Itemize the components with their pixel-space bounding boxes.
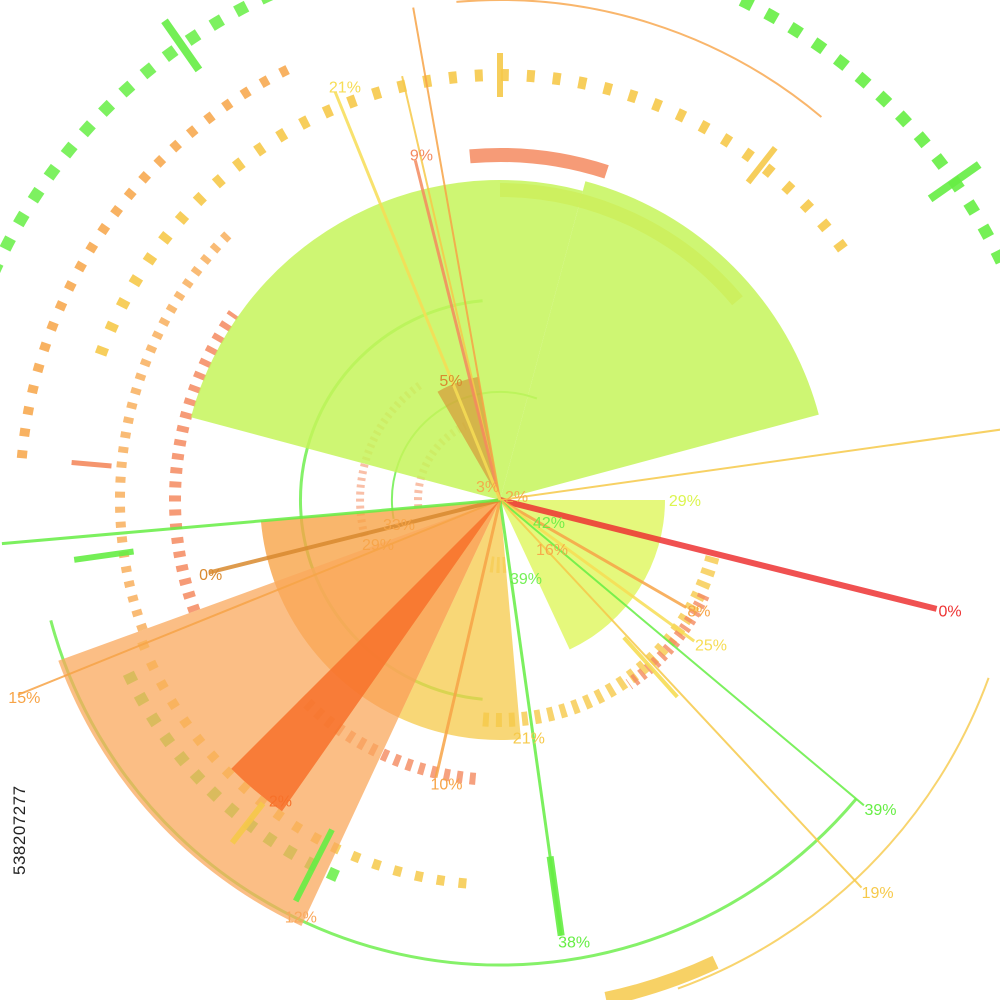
spoke-label-7: 15% (8, 690, 40, 707)
arc-13 (625, 592, 710, 690)
spoke-13 (333, 91, 502, 501)
wedge-label-2: 29% (669, 493, 701, 510)
wedge-layer (58, 180, 819, 926)
spoke-1 (499, 498, 687, 609)
wedge-4 (398, 500, 521, 741)
wedge-label-4: 21% (513, 731, 545, 748)
spoke-label-4: 19% (862, 885, 894, 902)
arc-5 (0, 0, 274, 274)
arc-16 (115, 227, 235, 632)
wedge-label-7: 5% (439, 373, 462, 390)
spoke-14 (499, 428, 1000, 501)
wedge-6 (231, 500, 501, 812)
wedge-5 (58, 500, 501, 926)
arc-10 (677, 677, 990, 990)
arc-15 (169, 310, 239, 614)
spoke-3 (499, 499, 865, 807)
spoke-8 (208, 498, 501, 575)
spoke-7 (17, 499, 501, 696)
wedge-2 (500, 500, 665, 650)
center-label-2: 42% (533, 515, 565, 532)
spoke-12 (412, 7, 501, 501)
spoke-label-5: 38% (558, 935, 590, 952)
spoke-4 (499, 499, 863, 889)
wedge-label-5: 12% (285, 909, 317, 926)
arc-2 (94, 68, 854, 357)
spoke-label-0: 0% (939, 603, 962, 620)
arc-6 (16, 60, 300, 459)
tick-4 (161, 18, 203, 73)
stock-id-text: 538207277 (10, 785, 29, 875)
center-label-0: 3% (476, 479, 499, 496)
spoke-9 (1, 498, 501, 546)
tick-7 (229, 801, 266, 845)
center-label-6: 33% (383, 517, 415, 534)
label-layer: 29% 21% 12% 2% 5% 0% 8% 25% 39% 19% 38% 10% 15% 0% 9% 2… (8, 80, 961, 952)
tick-5 (71, 460, 112, 469)
arc-12 (480, 555, 720, 727)
stock-id-watermark: 538207277 (10, 765, 34, 875)
spoke-label-2: 25% (695, 638, 727, 655)
spoke-11 (413, 160, 502, 501)
arc-11 (604, 955, 719, 1000)
arc-3 (456, 0, 823, 118)
center-label-5: 29% (362, 537, 394, 554)
spoke-label-13: 21% (329, 80, 361, 97)
spoke-label-1: 8% (687, 604, 710, 621)
wedge-0 (500, 181, 819, 500)
spoke-2 (499, 498, 696, 643)
arc-1 (469, 147, 609, 179)
spoke-6 (434, 499, 502, 779)
tick-10 (622, 636, 679, 699)
tick-8 (293, 828, 335, 903)
tick-1 (745, 145, 778, 185)
tick-6 (73, 548, 135, 563)
tick-2 (927, 161, 982, 203)
center-label-1: 2% (505, 489, 528, 506)
spoke-label-6: 10% (431, 777, 463, 794)
wedge-7 (437, 376, 500, 500)
spoke-0 (499, 497, 938, 612)
center-label-4: 39% (510, 571, 542, 588)
center-label-3: 16% (536, 542, 568, 559)
wedge-label-6: 2% (269, 794, 292, 811)
spoke-label-8: 0% (199, 567, 222, 584)
tick-9 (546, 856, 565, 937)
spoke-label-11: 9% (410, 148, 433, 165)
spoke-label-3: 39% (865, 802, 897, 819)
tick-layer (71, 18, 982, 937)
